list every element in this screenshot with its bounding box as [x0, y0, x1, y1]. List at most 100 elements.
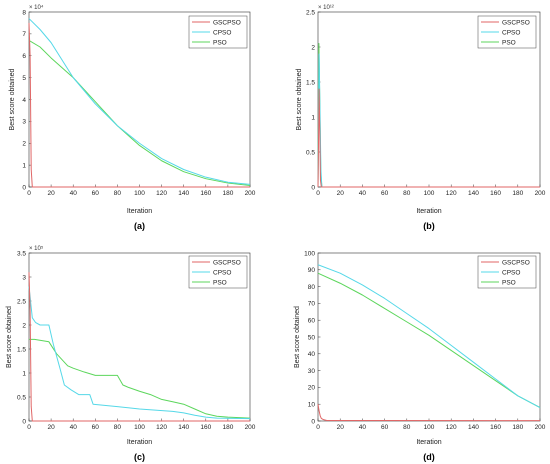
x-tick-label-a: 0 — [27, 190, 31, 197]
y-tick-label-c: 2 — [22, 322, 26, 329]
y-tick-label-d: 50 — [308, 334, 316, 341]
x-tick-label-c: 200 — [245, 424, 256, 431]
y-tick-label-c: 1.5 — [17, 346, 26, 353]
x-tick-label-d: 100 — [424, 424, 435, 431]
y-tick-label-a: 3 — [22, 119, 26, 126]
y-axis-label-a: Best score obtained — [9, 68, 16, 130]
legend-label-d-cpso: CPSO — [502, 270, 520, 277]
x-tick-label-a: 140 — [178, 190, 189, 197]
series-b — [317, 43, 540, 188]
legend-label-c-pso: PSO — [213, 280, 227, 287]
chart-panel-d: 0 20 40 60 80 100 120 140 160 180 200 0 10 20 30 40 50 6… — [294, 250, 546, 462]
legend-label-a-pso: PSO — [213, 40, 227, 47]
y-tick-label-d: 60 — [308, 318, 316, 325]
legend-label-a-cpso: CPSO — [213, 30, 231, 37]
y-tick-label-d: 70 — [308, 301, 316, 308]
series-line-a-pso — [28, 40, 251, 186]
y-tick-label-a: 4 — [22, 97, 26, 104]
x-tick-label-a: 160 — [200, 190, 211, 197]
x-tick-label-b: 20 — [337, 190, 345, 197]
y-axis-label-b: Best score obtained — [296, 68, 303, 130]
chart-panel-a: 0 20 40 60 80 100 120 140 160 180 200 0 1 2 3 4 5 6 7 8 × … — [9, 4, 256, 231]
y-tick-label-b: 2 — [311, 44, 315, 51]
legend-box-a — [188, 15, 248, 49]
series-line-a-cpso — [28, 18, 251, 185]
x-tick-label-c: 120 — [156, 424, 167, 431]
x-axis-label-d: Iteration — [416, 439, 441, 446]
x-tick-label-d: 0 — [316, 424, 320, 431]
x-axis-label-a: Iteration — [127, 208, 152, 215]
x-ticks-c: 0 20 40 60 80 100 120 140 160 180 200 — [27, 418, 256, 431]
x-tick-label-a: 40 — [70, 190, 78, 197]
x-tick-label-c: 160 — [200, 424, 211, 431]
series-d — [317, 264, 541, 422]
legend-label-b-pso: PSO — [502, 40, 516, 47]
x-tick-label-d: 20 — [337, 424, 345, 431]
series-line-c-gscpso — [28, 272, 250, 422]
y-tick-label-d: 90 — [308, 267, 316, 274]
x-axis-label-c: Iteration — [127, 439, 152, 446]
series-line-c-pso — [29, 338, 251, 419]
legend-label-c-gscpso: GSCPSO — [213, 260, 241, 267]
x-tick-label-b: 200 — [535, 190, 546, 197]
panel-caption-d: (d) — [423, 452, 435, 462]
y-tick-label-d: 100 — [304, 250, 315, 257]
x-tick-label-a: 100 — [134, 190, 145, 197]
chart-panel-b: 0 20 40 60 80 100 120 140 160 180 200 0 0.5 1 1.5 2 2.5… — [296, 5, 546, 231]
x-tick-label-c: 100 — [134, 424, 145, 431]
y-tick-label-c: 1 — [22, 370, 26, 377]
legend-label-d-gscpso: GSCPSO — [502, 260, 530, 267]
legend-label-a-gscpso: GSCPSO — [213, 20, 241, 27]
y-tick-label-d: 0 — [311, 418, 315, 425]
legend-label-b-cpso: CPSO — [502, 30, 520, 37]
y-exponent-b: × 10¹² — [318, 5, 334, 11]
x-tick-label-b: 160 — [490, 190, 501, 197]
panel-caption-b: (b) — [423, 221, 435, 231]
x-tick-label-a: 60 — [92, 190, 100, 197]
x-tick-label-d: 60 — [381, 424, 389, 431]
y-tick-label-d: 20 — [308, 385, 316, 392]
legend-label-d-pso: PSO — [502, 280, 516, 287]
legend-a: GSCPSO CPSO PSO — [188, 15, 248, 49]
series-line-b-pso — [317, 43, 540, 188]
x-tick-label-b: 0 — [316, 190, 320, 197]
series-c — [28, 272, 251, 422]
x-tick-label-b: 100 — [424, 190, 435, 197]
series-line-b-gscpso — [317, 88, 540, 188]
y-axis-label-d: Best score obtained — [294, 306, 301, 368]
legend-label-b-gscpso: GSCPSO — [502, 20, 530, 27]
x-ticks-d: 0 20 40 60 80 100 120 140 160 180 200 — [316, 418, 546, 431]
x-tick-label-d: 120 — [446, 424, 457, 431]
series-line-d-gscpso — [317, 404, 541, 422]
x-tick-label-b: 60 — [381, 190, 389, 197]
x-tick-label-c: 80 — [114, 424, 122, 431]
y-tick-label-d: 10 — [308, 402, 316, 409]
x-tick-label-b: 120 — [446, 190, 457, 197]
x-tick-label-c: 40 — [70, 424, 78, 431]
y-tick-label-d: 30 — [308, 368, 316, 375]
panel-caption-a: (a) — [134, 221, 145, 231]
x-tick-label-c: 20 — [47, 424, 55, 431]
y-tick-label-b: 1 — [311, 114, 315, 121]
chart-panel-c: 0 20 40 60 80 100 120 140 160 180 200 0 0.5 1 1.5 2 2.5… — [6, 245, 256, 462]
x-tick-label-d: 160 — [490, 424, 501, 431]
y-tick-label-a: 8 — [22, 9, 26, 16]
legend-d: GSCPSO CPSO PSO — [477, 255, 537, 289]
y-tick-label-c: 3.5 — [17, 250, 26, 257]
y-tick-label-a: 1 — [22, 162, 26, 169]
series-line-c-cpso — [28, 286, 251, 420]
series-line-d-cpso — [317, 264, 541, 409]
x-axis-label-b: Iteration — [416, 208, 441, 215]
y-tick-label-c: 0.5 — [17, 394, 26, 401]
y-tick-label-b: 1.5 — [306, 79, 315, 86]
x-tick-label-c: 60 — [92, 424, 100, 431]
x-tick-label-c: 140 — [178, 424, 189, 431]
x-tick-label-b: 140 — [468, 190, 479, 197]
y-tick-label-a: 7 — [22, 31, 26, 38]
legend-b: GSCPSO CPSO PSO — [477, 15, 537, 49]
y-tick-label-b: 0 — [311, 184, 315, 191]
y-ticks-c: 0 0.5 1 1.5 2 2.5 3 3.5 — [17, 250, 32, 425]
series-line-b-cpso — [317, 53, 540, 188]
y-tick-label-b: 2.5 — [306, 9, 315, 16]
series-a — [28, 18, 251, 188]
